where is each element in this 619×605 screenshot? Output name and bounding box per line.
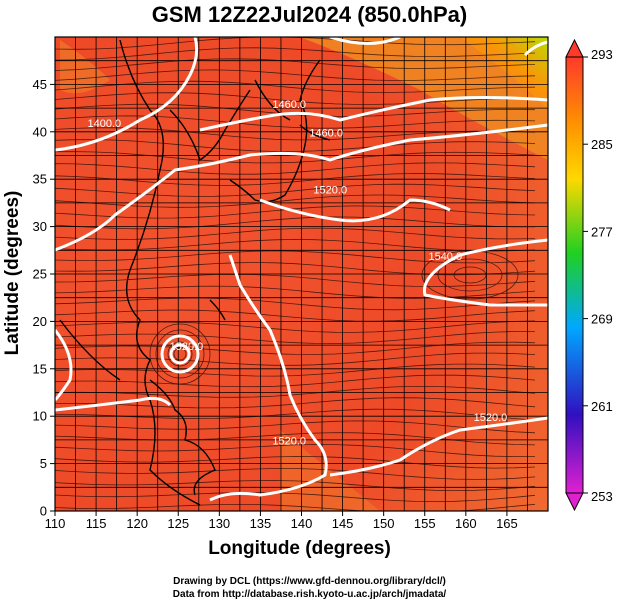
x-tick-label: 155 — [414, 516, 436, 531]
streamline — [55, 503, 536, 511]
streamline — [55, 331, 535, 344]
x-axis-label-text: Longitude (degrees) — [208, 538, 391, 559]
page-title: GSM 12Z22Jul2024 (850.0hPa) — [151, 2, 468, 27]
streamline — [55, 444, 536, 458]
anticyclone-swirl — [437, 258, 503, 292]
anticyclone-swirl — [421, 250, 519, 300]
streamline — [55, 480, 536, 492]
y-tick-label: 5 — [40, 456, 47, 471]
contours — [55, 37, 548, 502]
contour-label: 1520.0 — [272, 436, 306, 448]
streamline — [55, 151, 536, 164]
streamline — [55, 309, 536, 322]
y-tick-label: 45 — [33, 77, 47, 92]
streamline — [55, 162, 536, 175]
streamline — [55, 386, 536, 398]
cyclone-swirl — [155, 329, 205, 379]
streamline — [55, 92, 535, 105]
y-tick-label: 25 — [33, 267, 47, 282]
contour-labels: 1400.0 1460.0 1460.0 1520.0 1540.0 1520.0 1520… — [87, 99, 507, 448]
colorbar-ticks: 253 261 269 277 285 293 — [583, 47, 613, 504]
x-tick-label: 150 — [373, 516, 395, 531]
colorbar-max-arrow — [565, 38, 584, 58]
streamline — [55, 238, 536, 252]
colorbar-tick-label: 269 — [591, 312, 613, 327]
colorbar-min-arrow — [565, 492, 584, 512]
y-tick-label: 15 — [33, 361, 47, 376]
contour-label: 1400.0 — [87, 118, 121, 130]
colorbar-tick-label: 261 — [591, 399, 613, 414]
y-tick-label: 10 — [33, 409, 47, 424]
contour-label: 1520.0 — [474, 412, 508, 424]
streamline — [55, 397, 536, 409]
colorbar-tick-label: 253 — [591, 489, 613, 504]
streamline — [55, 320, 536, 333]
streamline — [55, 115, 536, 129]
y-tick-label: 35 — [33, 172, 47, 187]
streamline — [55, 194, 536, 208]
contour-label: 1520.0 — [170, 341, 204, 353]
streamline — [55, 468, 536, 480]
streamline — [55, 492, 536, 503]
y-tick-label: 20 — [33, 314, 47, 329]
x-tick-label: 135 — [250, 516, 272, 531]
streamline — [55, 183, 536, 197]
streamline — [55, 273, 536, 288]
cyclone-swirl — [167, 341, 193, 367]
streamline — [55, 341, 536, 355]
x-axis-label: Longitude (degrees) — [0, 538, 619, 560]
cyclone-swirl — [149, 323, 211, 385]
streamline — [55, 262, 536, 276]
colorbar-gradient — [565, 56, 584, 494]
contour-label: 1520.0 — [313, 184, 347, 196]
colorbar: 253 261 269 277 285 293 — [565, 38, 613, 512]
streamline — [55, 420, 536, 434]
streamline — [55, 47, 536, 61]
contour-label: 1540.0 — [428, 251, 462, 263]
map-field: 1400.0 1460.0 1460.0 1520.0 1540.0 1520.0 1520… — [55, 37, 548, 511]
y-tick-label: 30 — [33, 219, 47, 234]
streamline — [55, 69, 536, 81]
streamline — [55, 374, 536, 388]
cyclone-swirl — [173, 347, 187, 361]
streamline — [55, 139, 536, 152]
credit-data-source: Data from http://database.rish.kyoto-u.a… — [172, 589, 447, 600]
colorbar-tick-label: 293 — [591, 47, 613, 62]
contour-label: 1460.0 — [272, 99, 306, 111]
x-tick-label: 160 — [455, 516, 477, 531]
x-tick-label: 120 — [126, 516, 148, 531]
warm-patch-nw — [60, 40, 110, 94]
x-tick-label: 130 — [208, 516, 230, 531]
warm-patch-s — [280, 430, 380, 511]
x-ticks: 110 115 120 125 130 135 140 145 150 155 160 165 — [45, 511, 518, 531]
x-tick-label: 165 — [496, 516, 518, 531]
streamline — [55, 216, 535, 230]
x-tick-label: 145 — [332, 516, 354, 531]
x-tick-label: 125 — [167, 516, 189, 531]
contour-label: 1460.0 — [309, 128, 343, 140]
colorbar-tick-label: 277 — [591, 224, 613, 239]
streamline — [55, 227, 536, 240]
x-tick-label: 140 — [291, 516, 313, 531]
streamline — [55, 352, 536, 366]
streamline — [55, 250, 536, 264]
y-tick-label: 0 — [40, 504, 47, 519]
y-ticks: 0 5 10 15 20 25 30 35 40 45 — [33, 77, 55, 519]
credit-drawing: Drawing by DCL (https://www.gfd-dennou.o… — [173, 576, 446, 587]
streamline — [55, 297, 536, 311]
x-tick-label: 110 — [45, 516, 66, 531]
x-tick-label: 115 — [86, 516, 107, 531]
y-tick-label: 40 — [33, 124, 47, 139]
streamlines — [55, 37, 536, 511]
streamline — [55, 456, 536, 469]
colorbar-tick-label: 285 — [591, 137, 613, 152]
